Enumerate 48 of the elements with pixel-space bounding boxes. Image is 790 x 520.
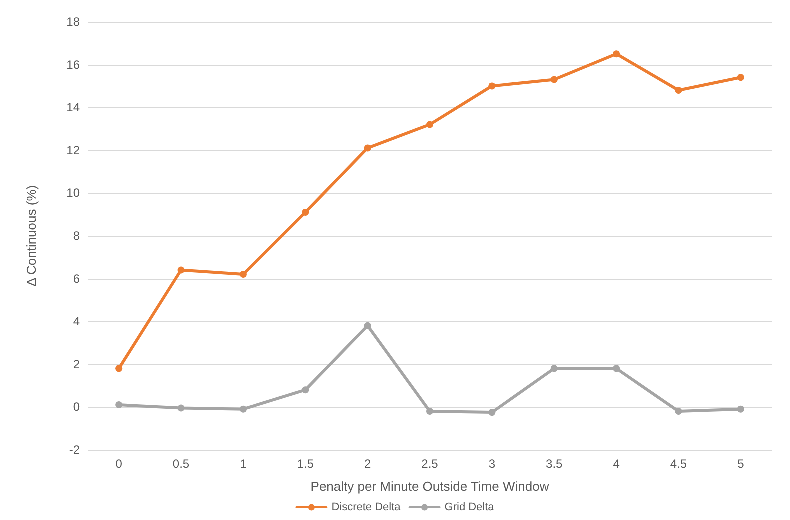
x-tick-label: 3.5 xyxy=(546,457,564,471)
x-tick-label: 5 xyxy=(738,457,745,471)
x-tick-label: 1 xyxy=(240,457,248,471)
legend-label: Discrete Delta xyxy=(332,502,402,514)
point xyxy=(364,144,372,152)
x-tick-label: 2.5 xyxy=(422,457,439,471)
point xyxy=(116,365,123,372)
point xyxy=(116,402,123,409)
point xyxy=(178,266,185,274)
point xyxy=(302,208,310,216)
y-tick-label: 12 xyxy=(66,143,80,158)
y-tick-label: 6 xyxy=(73,272,80,286)
x-axis-title: Penalty per Minute Outside Time Window xyxy=(310,479,550,494)
legend-label: Grid Delta xyxy=(444,502,496,514)
point xyxy=(178,404,185,412)
point xyxy=(550,365,558,372)
point xyxy=(302,386,310,394)
x-tick-label: 3 xyxy=(488,457,496,471)
point xyxy=(737,74,744,82)
y-tick-label: 18 xyxy=(66,15,80,29)
y-tick-label: 16 xyxy=(66,58,80,72)
point xyxy=(613,50,620,58)
point xyxy=(488,409,496,416)
point xyxy=(240,271,247,278)
point xyxy=(364,322,372,330)
y-tick-label: -2 xyxy=(69,443,80,457)
y-tick-label: 8 xyxy=(73,229,80,243)
y-tick-label: 2 xyxy=(73,357,80,372)
point xyxy=(737,406,744,413)
point xyxy=(675,86,682,94)
y-tick-label: 0 xyxy=(73,400,80,414)
point xyxy=(488,82,496,90)
y-tick-label: 4 xyxy=(73,314,80,329)
y-axis-title: Δ Continuous (%) xyxy=(24,185,39,287)
x-tick-label: 0 xyxy=(116,457,123,471)
x-tick-label: 2 xyxy=(364,457,372,471)
y-tick-label: 10 xyxy=(66,186,80,200)
point xyxy=(426,408,434,415)
point xyxy=(613,365,620,372)
x-tick-label: 1.5 xyxy=(297,457,314,471)
point xyxy=(426,121,434,128)
x-tick-label: 4 xyxy=(613,457,620,471)
point xyxy=(240,406,247,413)
point xyxy=(550,76,558,84)
y-tick-label: 14 xyxy=(66,100,80,115)
point xyxy=(675,408,682,415)
x-tick-label: 4.5 xyxy=(670,457,688,471)
x-tick-label: 0.5 xyxy=(172,457,190,471)
